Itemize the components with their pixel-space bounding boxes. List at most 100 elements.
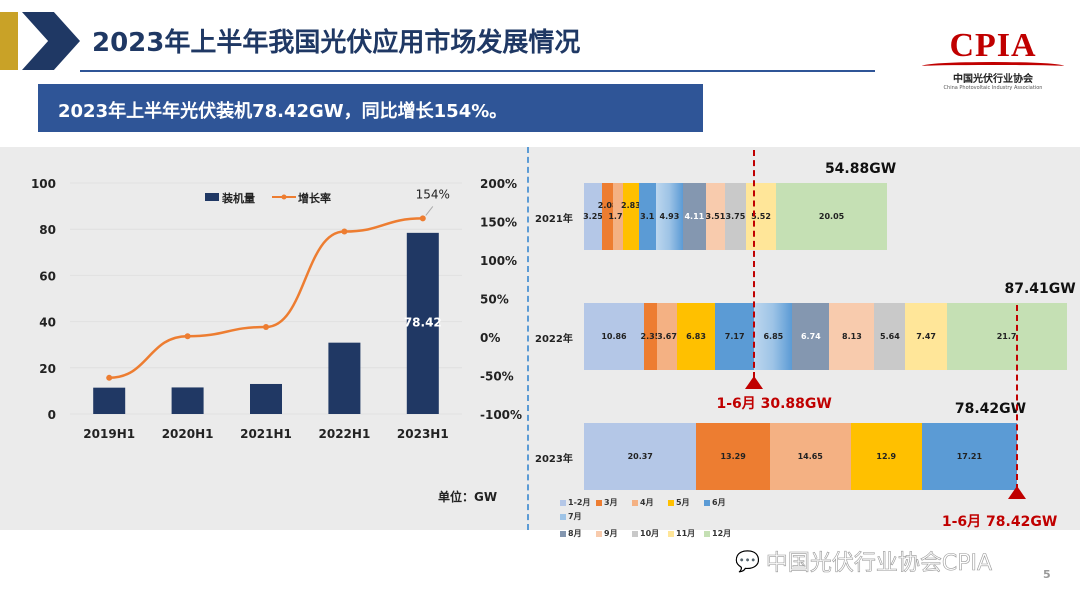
right-tick: 50% (480, 293, 509, 307)
row-total: 78.42GW (954, 401, 1027, 417)
row-total: 54.88GW (824, 161, 897, 177)
legend-swatch (668, 499, 674, 506)
legend-swatch (632, 499, 638, 506)
legend-label: 8月 (568, 529, 582, 538)
segment-10月: 3.75 (725, 183, 746, 250)
logo-arc (922, 62, 1064, 70)
line-data-label: 154% (416, 187, 450, 201)
right-tick: 100% (480, 254, 517, 268)
wechat-icon: 💬 (735, 549, 761, 574)
segment-3月: 13.29 (696, 423, 770, 490)
row-label: 2023年 (535, 453, 573, 465)
legend-item: 7月 (560, 511, 596, 522)
watermark-text: 中国光伏行业协会CPIA (765, 551, 993, 577)
segment-1-2月: 10.86 (584, 303, 644, 370)
legend-item: 4月 (632, 497, 668, 508)
legend-swatch (560, 499, 566, 506)
segment-1-2月: 3.25 (583, 183, 603, 250)
bar-2021H1 (250, 383, 282, 414)
legend-item: 1-2月 (560, 497, 596, 508)
h1-2022-marker-label: 1-6月 30.88GW (716, 396, 832, 412)
x-tick: 2022H1 (319, 427, 371, 441)
segment-1-2月: 20.37 (584, 423, 697, 490)
segment-8月: 4.11 (683, 183, 706, 250)
legend-swatch (560, 530, 566, 537)
segment-4月: 1.75 (608, 183, 628, 250)
legend-swatch (704, 530, 710, 537)
legend-swatch (596, 499, 602, 506)
legend-label: 9月 (604, 529, 618, 538)
segment-7月: 6.85 (754, 303, 793, 370)
row-total: 87.41GW (1004, 281, 1076, 297)
segment-6月: 3.1 (638, 183, 656, 250)
watermark: 💬 中国光伏行业协会CPIA (735, 545, 993, 577)
left-tick: 60 (39, 269, 56, 283)
left-tick: 20 (39, 362, 56, 376)
logo-en: China Photovoltaic Industry Association (943, 85, 1043, 91)
x-tick: 2020H1 (162, 427, 214, 441)
segment-8月: 6.74 (792, 303, 830, 370)
legend-item: 3月 (596, 497, 632, 508)
bar-data-label: 78.42 (404, 316, 442, 330)
segment-4月: 3.67 (656, 303, 678, 370)
legend-label: 7月 (568, 512, 582, 521)
right-tick: 0% (480, 331, 500, 345)
x-tick: 2023H1 (397, 427, 449, 441)
bar-2023H1 (406, 232, 439, 414)
page-number: 5 (1043, 568, 1051, 581)
growth-point-2021H1 (263, 323, 269, 330)
segment-7月: 4.93 (655, 183, 684, 250)
legend-item: 8月 (560, 528, 596, 539)
left-tick: 40 (39, 316, 56, 330)
right-tick: -100% (480, 408, 522, 422)
growth-point-2019H1 (106, 374, 113, 381)
legend-swatch-point (281, 194, 287, 200)
legend-label: 5月 (676, 498, 690, 507)
legend-swatch (596, 530, 602, 537)
x-tick: 2021H1 (240, 427, 292, 441)
legend-item: 9月 (596, 528, 632, 539)
right-tick: -50% (480, 370, 514, 384)
page-title: 2023年上半年我国光伏应用市场发展情况 (92, 28, 581, 58)
legend-label: 10月 (640, 529, 660, 538)
installation-growth-chart: 100 80 60 40 20 0 200% 150% 100% 50% 0% -50% -100% 20… (31, 177, 522, 441)
legend-label: 6月 (712, 498, 726, 507)
segment-12月: 21.7 (946, 303, 1067, 370)
h1-2023-marker-line (1015, 305, 1018, 490)
segment-6月: 7.17 (714, 303, 755, 370)
legend-label: 12月 (712, 529, 732, 538)
logo-cn: 中国光伏行业协会 (953, 74, 1033, 85)
segment-10月: 5.64 (874, 303, 906, 370)
title-underline (80, 70, 875, 72)
legend-label: 4月 (640, 498, 654, 507)
legend-swatch (632, 530, 638, 537)
legend-swatch (704, 499, 710, 506)
legend-item: 5月 (668, 497, 704, 508)
x-tick: 2019H1 (83, 427, 135, 441)
triangle-icon (1007, 486, 1026, 499)
legend-item: 11月 (668, 528, 704, 539)
segment-11月: 5.52 (745, 183, 777, 250)
segment-11月: 7.47 (905, 303, 947, 370)
right-tick: 200% (480, 177, 517, 191)
legend-item: 12月 (704, 528, 740, 539)
growth-point-2023H1 (419, 215, 426, 222)
legend-label: 11月 (676, 529, 696, 538)
growth-line (109, 217, 423, 380)
left-tick: 100 (31, 177, 56, 191)
legend-label: 3月 (604, 498, 618, 507)
segment-9月: 8.13 (829, 303, 875, 370)
label-leader (425, 206, 434, 216)
unit-label: 单位：GW (438, 490, 498, 504)
panel-divider (527, 147, 529, 530)
left-tick: 80 (39, 223, 56, 237)
h1-2023-marker-label: 1-6月 78.42GW (941, 514, 1058, 530)
segment-5月: 12.9 (850, 423, 922, 490)
month-legend: 1-2月 3月 4月 5月 6月 7月 8月 9月 10月 11月 12月 (560, 497, 760, 539)
bar-2019H1 (93, 387, 126, 414)
legend-item: 10月 (632, 528, 668, 539)
logo-text: CPIA (949, 27, 1037, 64)
chevron-icon (22, 12, 80, 70)
segment-5月: 2.83 (621, 183, 641, 250)
segment-3月: 2.08 (598, 183, 618, 250)
